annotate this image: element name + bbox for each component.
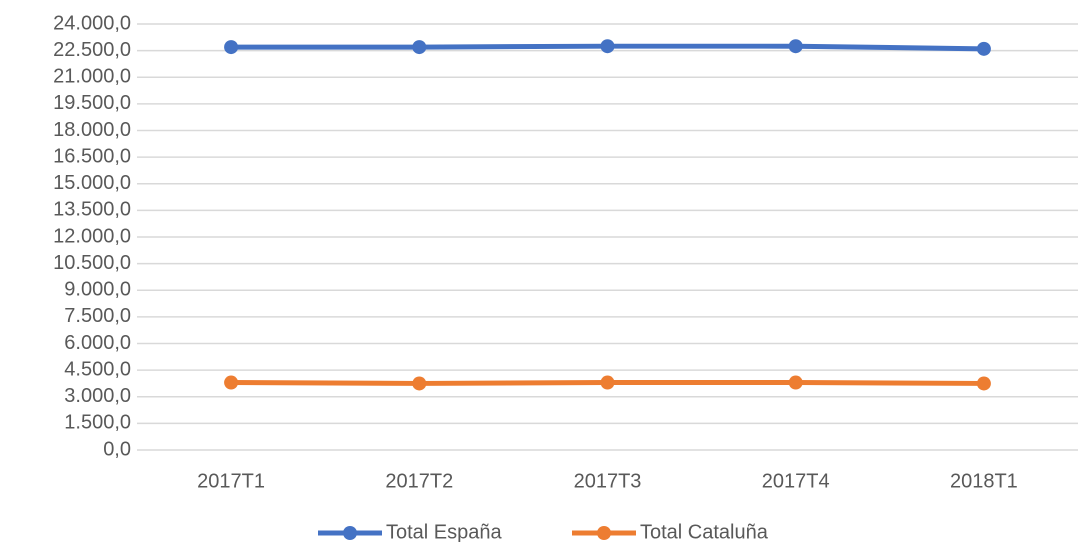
- y-tick-label: 24.000,0: [53, 12, 131, 34]
- y-tick-label: 19.500,0: [53, 92, 131, 114]
- legend-label: Total Cataluña: [640, 521, 769, 542]
- y-tick-label: 9.000,0: [64, 279, 131, 301]
- y-tick-label: 15.000,0: [53, 172, 131, 194]
- x-tick-label: 2017T2: [385, 470, 453, 492]
- legend-marker: [343, 526, 357, 540]
- data-point: [788, 39, 803, 54]
- y-tick-label: 6.000,0: [64, 332, 131, 354]
- y-tick-label: 3.000,0: [64, 385, 131, 407]
- data-point: [976, 376, 991, 391]
- y-tick-label: 7.500,0: [64, 305, 131, 327]
- data-point: [600, 39, 615, 54]
- y-tick-label: 12.000,0: [53, 225, 131, 247]
- x-tick-label: 2017T3: [574, 470, 642, 492]
- y-tick-label: 0,0: [103, 438, 131, 460]
- data-point: [224, 375, 239, 390]
- x-tick-label: 2017T4: [762, 470, 830, 492]
- y-tick-label: 18.000,0: [53, 119, 131, 141]
- y-tick-label: 13.500,0: [53, 199, 131, 221]
- y-tick-label: 1.500,0: [64, 412, 131, 434]
- x-tick-label: 2017T1: [197, 470, 265, 492]
- x-tick-label: 2018T1: [950, 470, 1018, 492]
- data-point: [976, 41, 991, 56]
- data-point: [600, 375, 615, 390]
- data-point: [788, 375, 803, 390]
- y-tick-label: 4.500,0: [64, 358, 131, 380]
- y-tick-label: 22.500,0: [53, 39, 131, 61]
- data-point: [224, 40, 239, 55]
- legend-label: Total España: [386, 521, 503, 542]
- y-tick-label: 16.500,0: [53, 145, 131, 167]
- y-tick-label: 10.500,0: [53, 252, 131, 274]
- legend-marker: [597, 526, 611, 540]
- data-point: [412, 376, 427, 391]
- data-point: [412, 40, 427, 55]
- y-tick-label: 21.000,0: [53, 66, 131, 88]
